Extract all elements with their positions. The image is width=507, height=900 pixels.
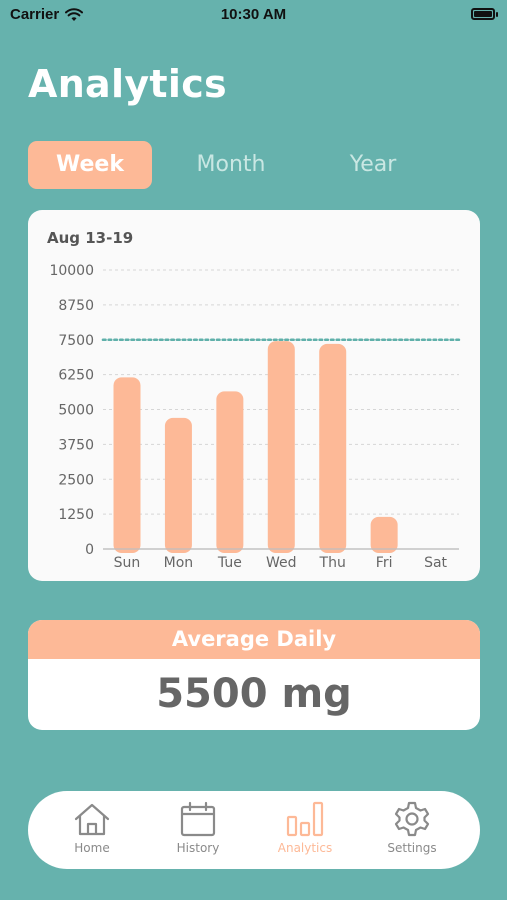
home-icon — [74, 803, 110, 836]
chart-bar — [370, 516, 398, 553]
gear-icon — [394, 801, 430, 837]
tab-settings-label: Settings — [387, 841, 437, 855]
chart-bar — [267, 341, 295, 553]
y-tick-label: 10000 — [49, 263, 94, 279]
average-daily-card: Average Daily 5500 mg — [28, 620, 480, 730]
chart-bar — [216, 391, 244, 553]
tab-home[interactable]: Home — [42, 801, 142, 861]
chart-bar — [164, 417, 192, 553]
y-tick-label: 5000 — [58, 403, 94, 419]
y-tick-label: 3750 — [58, 437, 94, 453]
period-week-button[interactable]: Week — [28, 141, 152, 189]
chart-card: Aug 13-19 0 1250 2500 3750 5000 6250 7500 8750 1… — [28, 210, 480, 581]
chart-bar — [113, 377, 141, 553]
x-tick-label: Thu — [319, 555, 346, 571]
average-daily-value: 5500 mg — [156, 671, 352, 717]
status-bar: Carrier 10:30 AM — [0, 0, 507, 30]
wifi-icon — [65, 7, 84, 21]
tab-analytics[interactable]: Analytics — [255, 801, 355, 861]
tab-history[interactable]: History — [148, 801, 248, 861]
chart-date-range: Aug 13-19 — [47, 229, 134, 247]
average-daily-label: Average Daily — [28, 620, 480, 659]
bar-chart: 0 1250 2500 3750 5000 6250 7500 8750 10000 Sun Mon… — [49, 263, 461, 571]
x-tick-label: Sat — [424, 555, 447, 571]
tab-history-label: History — [176, 841, 220, 855]
y-tick-label: 6250 — [58, 368, 94, 384]
tab-home-label: Home — [74, 841, 110, 855]
y-tick-label: 2500 — [58, 472, 94, 488]
bar-chart-icon — [286, 801, 324, 837]
battery-icon — [471, 8, 498, 20]
y-tick-label: 0 — [85, 542, 94, 558]
x-tick-label: Sun — [114, 555, 141, 571]
x-tick-label: Fri — [376, 555, 393, 571]
x-tick-label: Wed — [266, 555, 297, 571]
tab-settings[interactable]: Settings — [362, 801, 462, 861]
carrier-label: Carrier — [10, 6, 60, 23]
chart-bar — [319, 343, 347, 553]
clock: 10:30 AM — [220, 6, 287, 23]
period-month-button[interactable]: Month — [196, 152, 266, 177]
period-selector: Week Month Year — [28, 141, 428, 189]
page-title: Analytics — [28, 62, 227, 106]
period-year-button[interactable]: Year — [349, 152, 397, 177]
carrier: Carrier — [10, 6, 84, 23]
y-tick-label: 7500 — [58, 333, 94, 349]
x-tick-label: Mon — [164, 555, 194, 571]
calendar-icon — [180, 801, 216, 837]
y-tick-label: 1250 — [58, 507, 94, 523]
tab-analytics-label: Analytics — [277, 841, 333, 855]
x-tick-label: Tue — [217, 555, 242, 571]
tab-bar: Home History Analytics Settings — [28, 791, 480, 869]
y-tick-label: 8750 — [58, 298, 94, 314]
